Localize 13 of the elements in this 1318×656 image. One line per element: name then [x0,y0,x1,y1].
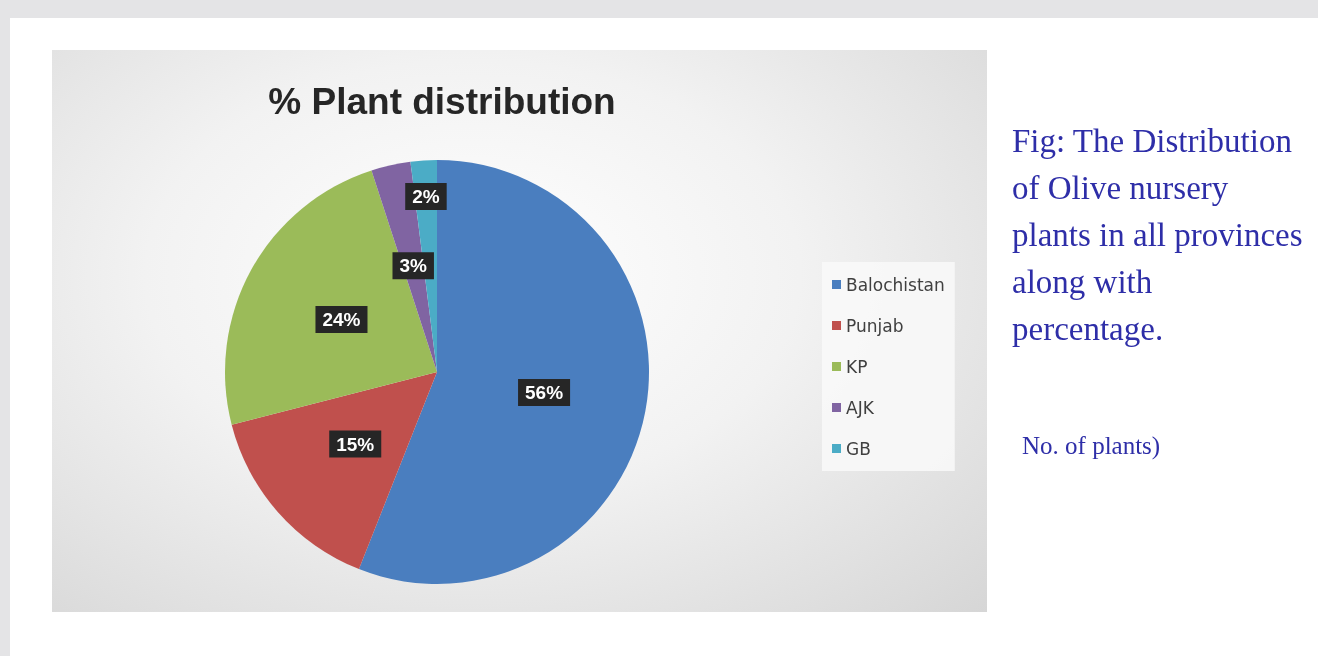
text: Fig: The Distribution of Olive nursery plants in all provinces along with percentage. [1012,122,1304,349]
chart-title: % Plant distribution [268,81,616,122]
legend-label: KP [846,356,868,377]
text: No. of plants) [1022,432,1161,460]
legend-label: GB [846,438,871,459]
data-label: 2% [412,185,440,207]
data-label: 24% [322,308,361,330]
data-label: 15% [336,433,375,455]
legend-label: Punjab [846,315,904,336]
legend-label: AJK [846,397,875,418]
legend-label: Balochistan [846,274,945,295]
data-label: 3% [399,255,428,277]
data-label: 56% [525,381,564,403]
